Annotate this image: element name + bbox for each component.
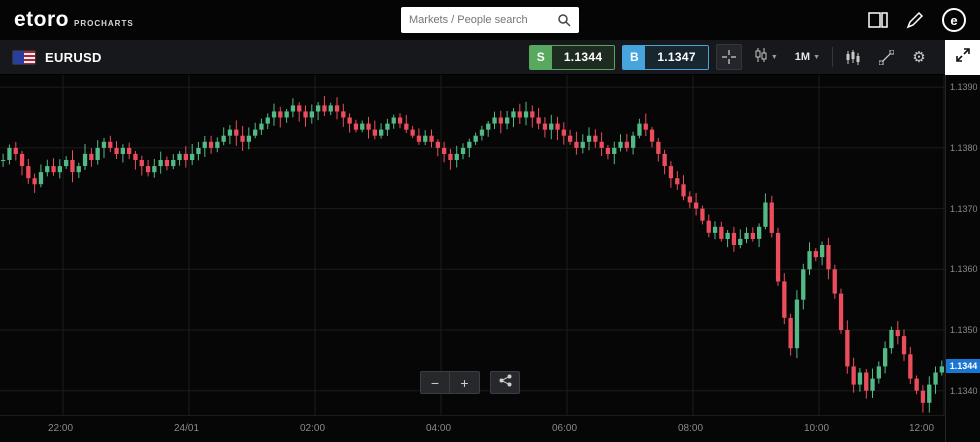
etoro-logo[interactable]: etoro PROCHARTS [14, 8, 134, 32]
chart-area: 22:00 24/01 02:00 04:00 06:00 08:00 10:00 12:00… [0, 75, 980, 442]
time-axis-label: 02:00 [300, 423, 326, 434]
price-axis-label: 1.1380 [950, 142, 978, 153]
buy-button[interactable]: B 1.1347 [622, 44, 709, 70]
fullscreen-expand-button[interactable] [945, 39, 980, 75]
price-axis-label: 1.1360 [950, 264, 978, 275]
trendline-tool-button[interactable] [873, 44, 899, 70]
search-icon[interactable] [557, 13, 571, 27]
price-axis[interactable]: 1.1390 1.1380 1.1370 1.1360 1.1350 1.1340 1.13… [945, 75, 980, 442]
chevron-down-icon: ▼ [813, 53, 820, 61]
eurusd-flag-icon [12, 49, 36, 65]
settings-button[interactable]: ⚙ [906, 44, 932, 70]
logo-subtext: PROCHARTS [74, 19, 134, 28]
top-bar: etoro PROCHARTS e [0, 0, 980, 40]
time-axis-label: 24/01 [174, 423, 200, 434]
logo-text: etoro [14, 8, 69, 31]
time-axis[interactable]: 22:00 24/01 02:00 04:00 06:00 08:00 10:00 12:00 [0, 415, 945, 442]
time-axis-label: 12:00 [909, 423, 935, 434]
time-axis-label: 08:00 [678, 423, 704, 434]
candlestick-chart[interactable] [0, 75, 945, 415]
toolbar-divider [832, 47, 833, 67]
interval-dropdown[interactable]: 1M ▼ [790, 44, 825, 70]
layout-grid-icon[interactable] [868, 12, 888, 28]
sell-button[interactable]: S 1.1344 [528, 44, 616, 70]
indicators-button[interactable] [840, 44, 866, 70]
interval-value: 1M [794, 51, 811, 63]
search-input[interactable] [409, 14, 557, 26]
price-axis-label: 1.1350 [950, 325, 978, 335]
sell-price: 1.1344 [551, 45, 615, 69]
price-axis-label: 1.1370 [950, 203, 978, 214]
instrument-toolbar: EURUSD S 1.1344 B 1.1347 [0, 39, 980, 75]
share-button[interactable] [490, 371, 520, 394]
buy-price: 1.1347 [645, 45, 708, 69]
crosshair-tool-button[interactable] [715, 44, 742, 70]
price-axis-label: 1.1390 [950, 82, 978, 93]
time-axis-label: 04:00 [426, 423, 452, 434]
sell-label: S [529, 45, 552, 69]
expand-icon [955, 47, 971, 68]
market-search-box[interactable] [401, 7, 579, 33]
zoom-out-button[interactable]: − [420, 371, 450, 394]
chart-style-dropdown[interactable]: ▼ [749, 44, 783, 70]
etoro-logo-icon[interactable]: e [942, 8, 966, 32]
candle-style-icon [754, 47, 768, 67]
gear-icon: ⚙ [912, 49, 926, 66]
buy-label: B [623, 45, 646, 69]
share-icon [499, 374, 512, 392]
time-axis-label: 06:00 [552, 423, 578, 434]
price-axis-label: 1.1340 [950, 385, 978, 396]
zoom-controls: − + [420, 371, 520, 394]
zoom-in-button[interactable]: + [450, 371, 480, 394]
pencil-edit-icon[interactable] [906, 11, 924, 29]
time-axis-label: 10:00 [804, 423, 830, 434]
time-axis-label: 22:00 [48, 423, 74, 434]
symbol-name: EURUSD [45, 49, 102, 65]
last-price-tag: 1.1344 [946, 359, 980, 374]
chevron-down-icon: ▼ [770, 53, 778, 61]
